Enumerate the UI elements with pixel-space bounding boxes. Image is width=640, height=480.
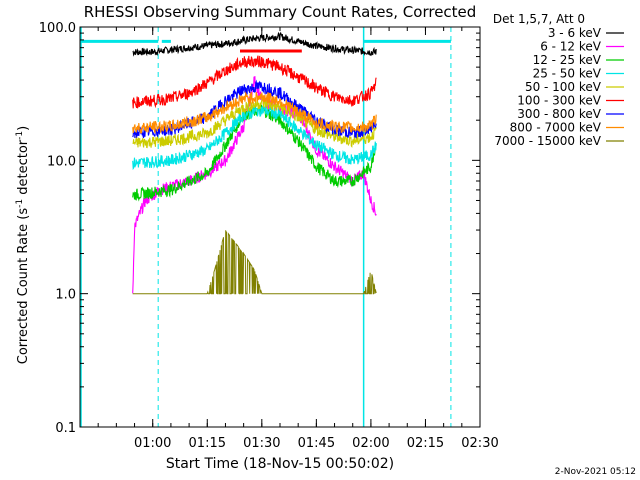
series-line xyxy=(132,103,377,202)
legend-label: 25 - 50 keV xyxy=(533,67,602,81)
legend-label: 7000 - 15000 keV xyxy=(494,134,601,148)
series-line xyxy=(132,230,377,295)
series-group xyxy=(132,31,377,295)
series-line xyxy=(132,76,377,294)
x-tick-label: 01:30 xyxy=(243,436,280,451)
chart-title: RHESSI Observing Summary Count Rates, Co… xyxy=(84,3,477,21)
y-axis-label-sup2: -1 xyxy=(15,131,25,140)
y-tick-label: 1.0 xyxy=(55,288,76,303)
legend-label: 800 - 7000 keV xyxy=(510,121,602,135)
x-ticks: 01:00 01:15 01:30 01:45 02:00 02:15 02:30 xyxy=(79,27,499,451)
timestamp: 2-Nov-2021 05:12 xyxy=(555,467,636,477)
series-line xyxy=(132,97,377,149)
plot-area: 100.0 10.0 1.0 0.1 01:00 01:15 01:30 01:45 02:0… xyxy=(39,21,499,451)
x-tick-label: 01:45 xyxy=(298,436,335,451)
legend-label: 3 - 6 keV xyxy=(548,26,602,40)
y-axis-label-main: Corrected Count Rate (s xyxy=(16,208,31,365)
time-markers xyxy=(80,27,452,427)
series-line xyxy=(132,91,377,135)
x-tick-label: 02:15 xyxy=(407,436,444,451)
series-line xyxy=(132,31,377,57)
x-axis-label: Start Time (18-Nov-15 00:50:02) xyxy=(166,456,394,472)
series-line xyxy=(132,55,377,109)
legend-label: 12 - 25 keV xyxy=(533,53,602,67)
x-tick-label: 01:15 xyxy=(189,436,226,451)
series-line xyxy=(132,104,377,171)
legend-label: 100 - 300 keV xyxy=(517,94,601,108)
y-axis-label-sup1: -1 xyxy=(15,199,25,208)
y-axis-label-mid: detector xyxy=(16,139,31,199)
y-tick-label: 0.1 xyxy=(55,421,76,436)
y-tick-label: 100.0 xyxy=(39,21,76,36)
legend-label: 300 - 800 keV xyxy=(517,107,601,121)
y-axis-label-end: ) xyxy=(16,126,31,131)
legend-label: 50 - 100 keV xyxy=(525,80,602,94)
x-tick-label: 01:00 xyxy=(134,436,171,451)
y-axis-label: Corrected Count Rate (s-1 detector-1) xyxy=(15,126,31,364)
x-tick-label: 02:30 xyxy=(461,436,498,451)
x-tick-label: 02:00 xyxy=(352,436,389,451)
y-tick-label: 10.0 xyxy=(47,154,76,169)
legend-title: Det 1,5,7, Att 0 xyxy=(493,12,585,26)
legend-label: 6 - 12 keV xyxy=(540,40,602,54)
y-ticks: 100.0 10.0 1.0 0.1 xyxy=(39,21,480,436)
